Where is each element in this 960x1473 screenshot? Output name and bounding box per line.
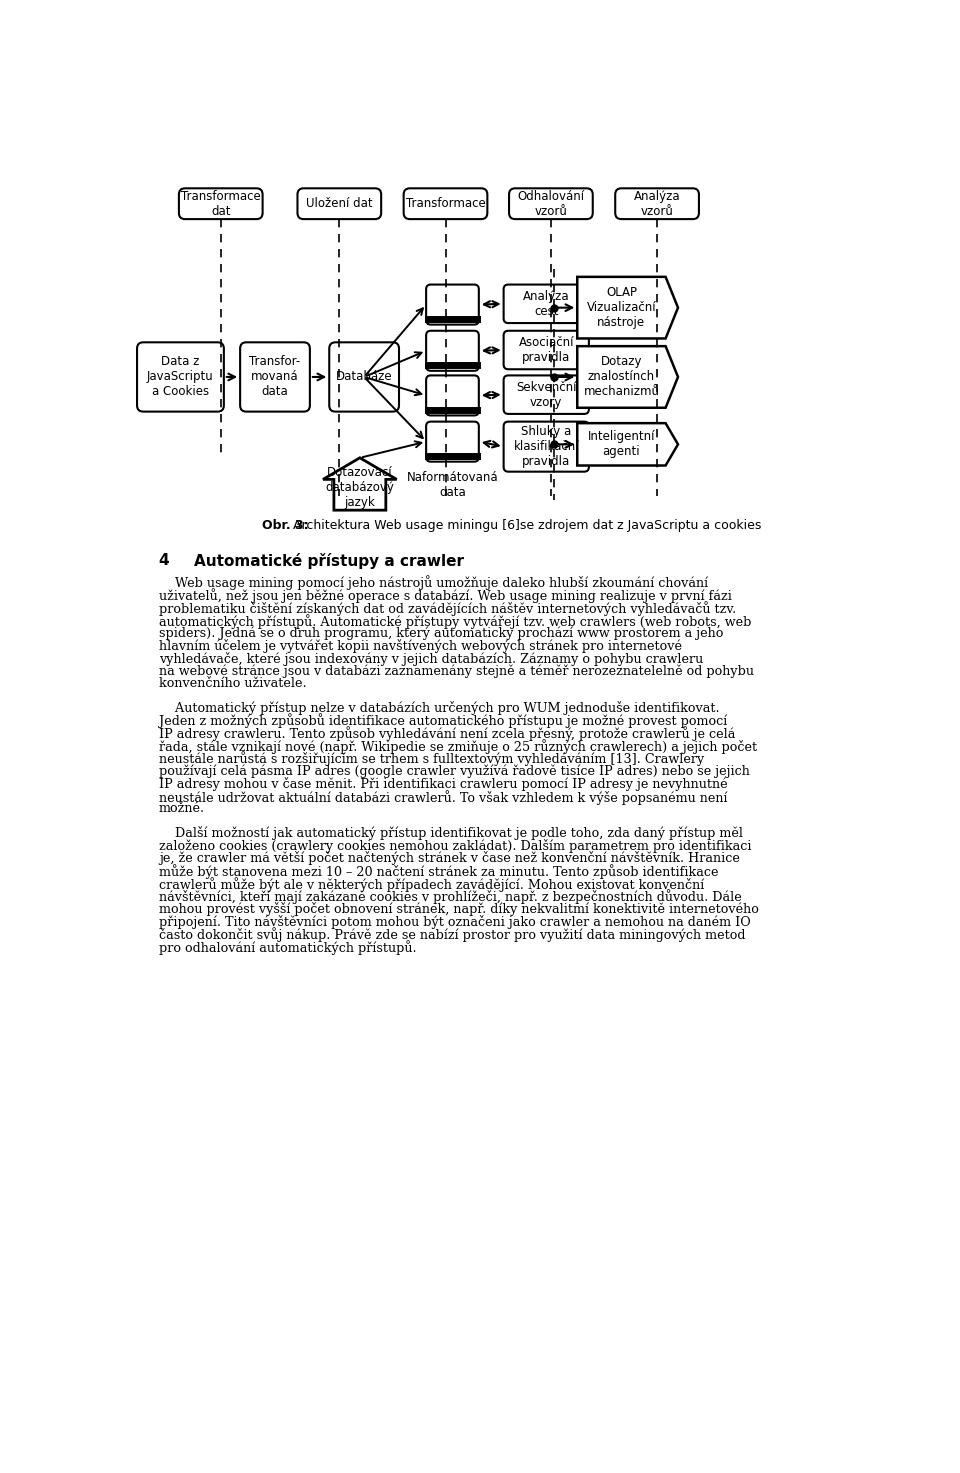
FancyBboxPatch shape bbox=[403, 189, 488, 219]
Text: Data z
JavaScriptu
a Cookies: Data z JavaScriptu a Cookies bbox=[147, 355, 214, 399]
Text: neustále narůstá s rozšiřujícím se trhem s fulltextovým vyhledáváním [13]. Crawl: neustále narůstá s rozšiřujícím se trhem… bbox=[158, 751, 704, 766]
Text: Inteligentní
agenti: Inteligentní agenti bbox=[588, 430, 655, 458]
FancyBboxPatch shape bbox=[504, 376, 588, 414]
Text: uživatelů, než jsou jen běžné operace s databází. Web usage mining realizuje v p: uživatelů, než jsou jen běžné operace s … bbox=[158, 588, 732, 604]
FancyBboxPatch shape bbox=[426, 284, 479, 324]
Text: 4: 4 bbox=[158, 552, 169, 567]
Text: připojení. Tito návštěvníci potom mohou být označeni jako crawler a nemohou na d: připojení. Tito návštěvníci potom mohou … bbox=[158, 915, 751, 929]
Text: Další možností jak automatický přístup identifikovat je podle toho, zda daný pří: Další možností jak automatický přístup i… bbox=[158, 826, 743, 840]
Text: neustále udržovat aktuální databázi crawlerů. To však vzhledem k výše popsanému : neustále udržovat aktuální databázi craw… bbox=[158, 790, 728, 804]
FancyBboxPatch shape bbox=[504, 331, 588, 370]
Text: OLAP
Vizualizační
nástroje: OLAP Vizualizační nástroje bbox=[587, 286, 657, 328]
Text: založeno cookies (crawlery cookies nemohou zakládat). Dalším parametrem pro iden: založeno cookies (crawlery cookies nemoh… bbox=[158, 838, 752, 853]
FancyBboxPatch shape bbox=[298, 189, 381, 219]
Text: návštěvníci, kteří mají zakázané cookies v prohlížeči, např. z bezpečnostních dů: návštěvníci, kteří mají zakázané cookies… bbox=[158, 890, 741, 904]
Polygon shape bbox=[577, 346, 678, 408]
FancyBboxPatch shape bbox=[137, 342, 224, 411]
Text: IP adresy mohou v čase měnit. Při identifikaci crawleru pomocí IP adresy je nevy: IP adresy mohou v čase měnit. Při identi… bbox=[158, 776, 728, 791]
Text: je, že crawler má větší počet načtených stránek v čase než konvenční návštěvník.: je, že crawler má větší počet načtených … bbox=[158, 851, 739, 865]
Text: Odhalování
vzorů: Odhalování vzorů bbox=[517, 190, 585, 218]
Text: Transformace
dat: Transformace dat bbox=[180, 190, 260, 218]
Text: řada, stále vznikají nové (např. Wikipedie se zmiňuje o 25 různých crawlerech) a: řada, stále vznikají nové (např. Wikiped… bbox=[158, 739, 756, 754]
Text: může být stanovena mezi 10 – 20 načtení stránek za minutu. Tento způsob identifi: může být stanovena mezi 10 – 20 načtení … bbox=[158, 865, 718, 879]
Text: automatických přístupů. Automatické přístupy vytvářejí tzv. web crawlers (web ro: automatických přístupů. Automatické přís… bbox=[158, 614, 751, 629]
Text: Dotazovací
databázový
jazyk: Dotazovací databázový jazyk bbox=[325, 465, 395, 508]
Text: možné.: možné. bbox=[158, 803, 204, 816]
FancyBboxPatch shape bbox=[426, 421, 479, 461]
Text: Analýza
vzorů: Analýza vzorů bbox=[634, 190, 681, 218]
FancyBboxPatch shape bbox=[509, 189, 592, 219]
Text: konvenčního uživatele.: konvenčního uživatele. bbox=[158, 678, 306, 691]
Text: crawlerů může být ale v některých případech zavádějící. Mohou existovat konvenčn: crawlerů může být ale v některých případ… bbox=[158, 876, 704, 891]
Text: Shluky a
klasifikační
pravidla: Shluky a klasifikační pravidla bbox=[514, 426, 579, 468]
Polygon shape bbox=[577, 277, 678, 339]
Text: mohou provést vyšší počet obnovení stránek, např. díky nekvalitmí konektivitě in: mohou provést vyšší počet obnovení strán… bbox=[158, 901, 758, 916]
Text: problematiku čištění získaných dat od zavádějících náštěv internetových vyhledáv: problematiku čištění získaných dat od za… bbox=[158, 601, 736, 616]
Text: na webové stránce jsou v databázi zaznamenány stejně a téměř nerozeznatelelně od: na webové stránce jsou v databázi zaznam… bbox=[158, 664, 754, 678]
Text: Databáze: Databáze bbox=[336, 371, 393, 383]
Text: Automatické přístupy a crawler: Automatické přístupy a crawler bbox=[194, 552, 464, 569]
Text: Web usage mining pomocí jeho nástrojů umožňuje daleko hlubší zkoumání chování: Web usage mining pomocí jeho nástrojů um… bbox=[158, 576, 708, 591]
Text: používají celá pásma IP adres (google crawler využívá řadově tisíce IP adres) ne: používají celá pásma IP adres (google cr… bbox=[158, 764, 750, 778]
FancyBboxPatch shape bbox=[426, 376, 479, 415]
Text: Naformátovaná
data: Naformátovaná data bbox=[407, 471, 498, 499]
Text: hlavním účelem je vytvářet kopii navštívených webových stránek pro internetové: hlavním účelem je vytvářet kopii navštív… bbox=[158, 639, 682, 653]
FancyBboxPatch shape bbox=[240, 342, 310, 411]
Polygon shape bbox=[324, 458, 396, 510]
FancyBboxPatch shape bbox=[504, 421, 588, 471]
Text: spiders). Jedná se o druh programu, který automaticky prochází www prostorem a j: spiders). Jedná se o druh programu, kter… bbox=[158, 626, 723, 639]
Polygon shape bbox=[577, 423, 678, 465]
FancyBboxPatch shape bbox=[615, 189, 699, 219]
Text: Sekvenční
vzory: Sekvenční vzory bbox=[516, 380, 577, 408]
Text: Transformace: Transformace bbox=[406, 197, 486, 211]
Text: Analýza
cest: Analýza cest bbox=[523, 290, 569, 318]
Text: Transfor-
movaná
data: Transfor- movaná data bbox=[250, 355, 300, 399]
Text: IP adresy crawleru. Tento způsob vyhledávání není zcela přesný, protože crawlerů: IP adresy crawleru. Tento způsob vyhledá… bbox=[158, 726, 735, 741]
Text: Obr. 3:: Obr. 3: bbox=[262, 520, 308, 532]
Text: Uložení dat: Uložení dat bbox=[306, 197, 372, 211]
Text: vyhledávače, které jsou indexovány v jejich databázích. Záznamy o pohybu crawler: vyhledávače, které jsou indexovány v jej… bbox=[158, 653, 703, 666]
Text: pro odhalování automatických přístupů.: pro odhalování automatických přístupů. bbox=[158, 940, 417, 955]
FancyBboxPatch shape bbox=[504, 284, 588, 323]
FancyBboxPatch shape bbox=[179, 189, 263, 219]
FancyBboxPatch shape bbox=[426, 331, 479, 371]
FancyBboxPatch shape bbox=[329, 342, 399, 411]
Text: Architektura Web usage miningu [6]se zdrojem dat z JavaScriptu a cookies: Architektura Web usage miningu [6]se zdr… bbox=[289, 520, 761, 532]
Text: Jeden z možných způsobů identifikace automatického přístupu je možné provest pom: Jeden z možných způsobů identifikace aut… bbox=[158, 713, 727, 728]
Text: často dokončit svůj nákup. Právě zde se nabízí prostor pro využití data miningov: často dokončit svůj nákup. Právě zde se … bbox=[158, 928, 745, 943]
Text: Automatický přístup nelze v databázích určených pro WUM jednoduše identifikovat.: Automatický přístup nelze v databázích u… bbox=[158, 701, 719, 714]
Text: Asociační
pravidla: Asociační pravidla bbox=[518, 336, 574, 364]
Text: Dotazy
znalostínch
mechanizmů: Dotazy znalostínch mechanizmů bbox=[584, 355, 660, 399]
